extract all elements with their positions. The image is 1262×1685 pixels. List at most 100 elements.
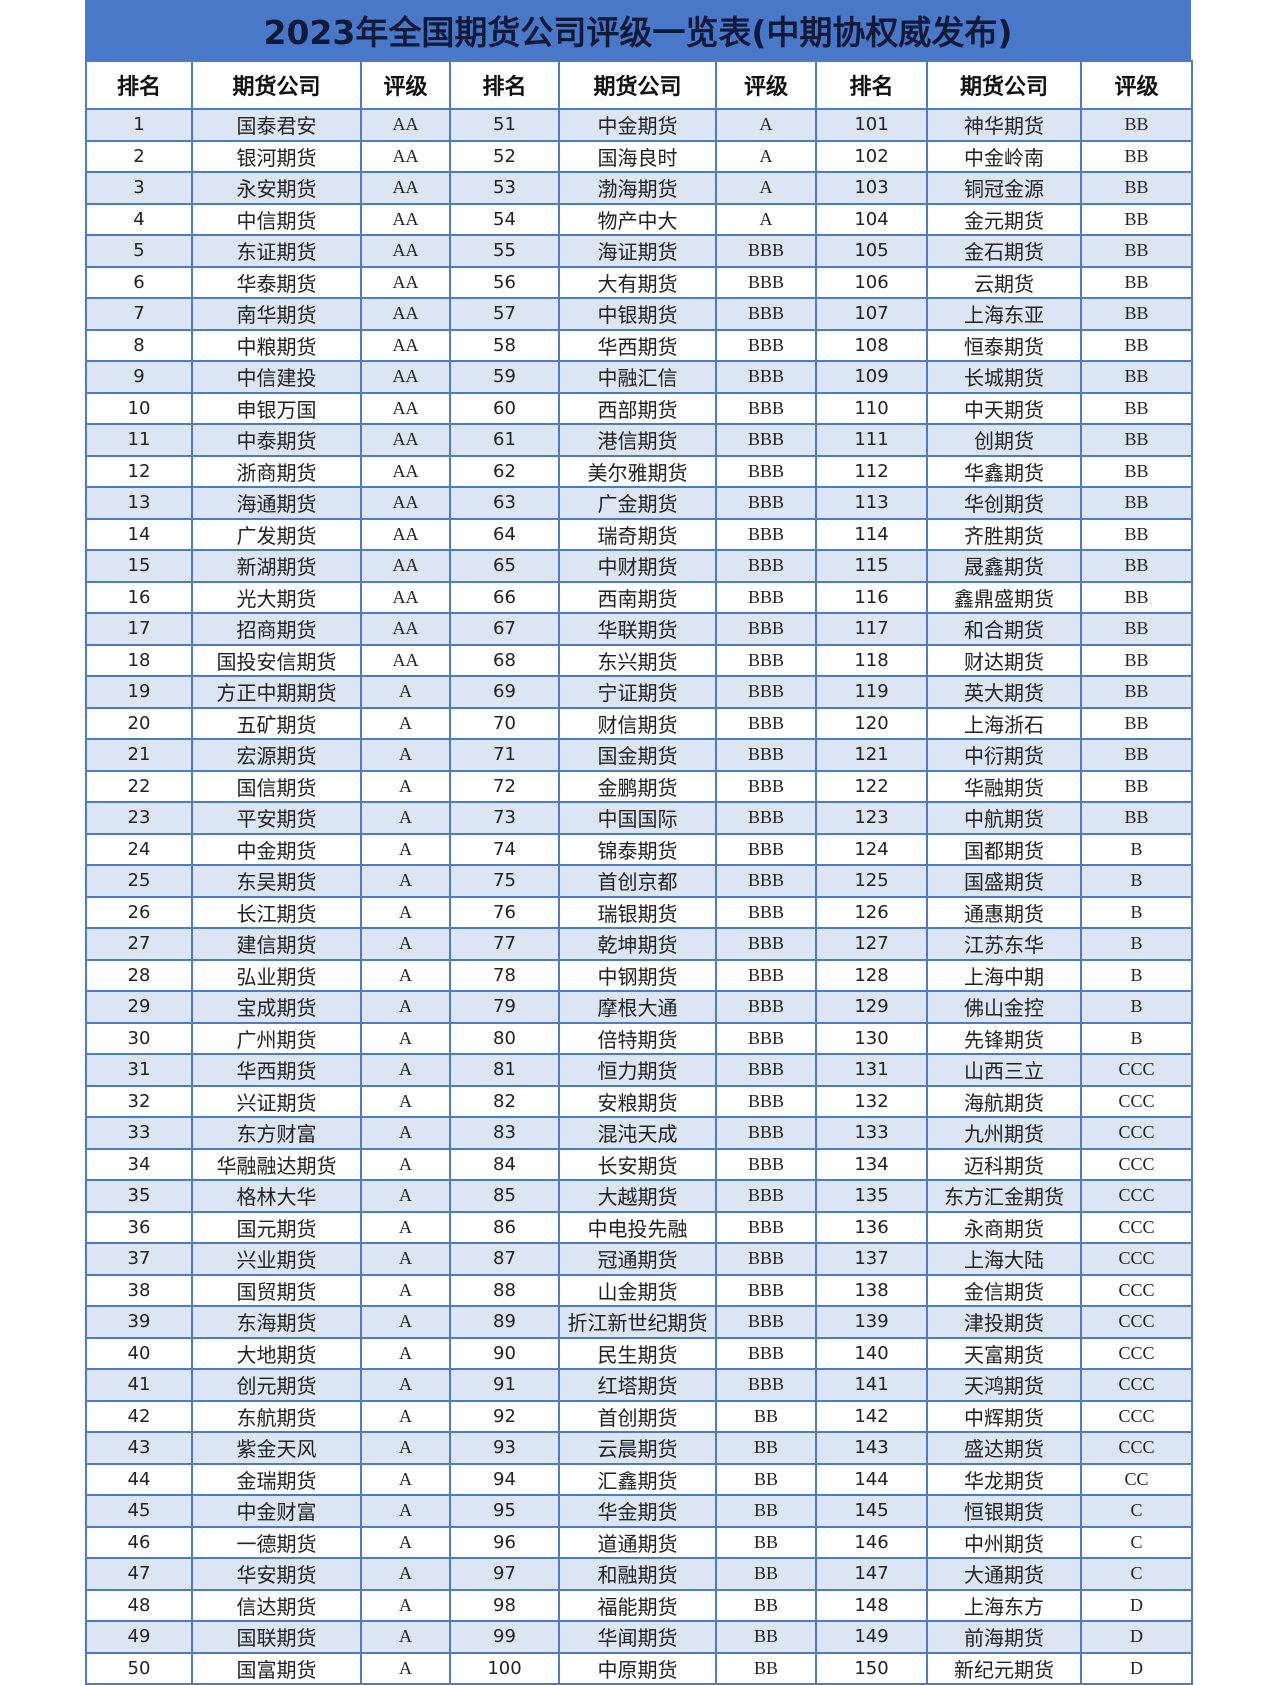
- cell-rating: BBB: [715, 1242, 817, 1276]
- cell-company: 中财期货: [558, 549, 717, 583]
- cell-rating: A: [360, 1084, 451, 1118]
- cell-company: 国泰君安: [191, 108, 362, 142]
- cell-rating: AA: [360, 139, 451, 173]
- cell-company: 金瑞期货: [191, 1462, 362, 1496]
- cell-rating: BB: [715, 1620, 817, 1654]
- cell-company: 大通期货: [926, 1557, 1082, 1591]
- cell-company: 瑞银期货: [558, 895, 717, 929]
- cell-rating: A: [715, 171, 817, 205]
- cell-rating: CCC: [1080, 1336, 1193, 1370]
- cell-rank: 3: [85, 171, 193, 205]
- cell-rating: BB: [1080, 328, 1193, 362]
- cell-company: 永商期货: [926, 1210, 1082, 1244]
- cell-rank: 123: [815, 801, 928, 835]
- cell-rank: 142: [815, 1399, 928, 1433]
- cell-rank: 12: [85, 454, 193, 488]
- cell-company: 中州期货: [926, 1525, 1082, 1559]
- cell-rank: 21: [85, 738, 193, 772]
- cell-company: 折江新世纪期货: [558, 1305, 717, 1339]
- cell-rating: A: [360, 1179, 451, 1213]
- cell-rank: 61: [449, 423, 560, 457]
- cell-rating: AA: [360, 360, 451, 394]
- cell-rating: BBB: [715, 391, 817, 425]
- cell-rank: 108: [815, 328, 928, 362]
- cell-rating: D: [1080, 1620, 1193, 1654]
- cell-rating: BBB: [715, 580, 817, 614]
- cell-rank: 131: [815, 1053, 928, 1087]
- cell-company: 渤海期货: [558, 171, 717, 205]
- cell-company: 瑞奇期货: [558, 517, 717, 551]
- cell-rank: 140: [815, 1336, 928, 1370]
- cell-rating: BBB: [715, 1273, 817, 1307]
- cell-rank: 9: [85, 360, 193, 394]
- cell-rating: BBB: [715, 1336, 817, 1370]
- cell-rating: A: [360, 706, 451, 740]
- cell-rating: BB: [1080, 549, 1193, 583]
- cell-rating: CCC: [1080, 1053, 1193, 1087]
- table-row: 23 平安期货 A 73 中国国际 BBB 123 中航期货 BB: [85, 801, 1193, 835]
- cell-rank: 72: [449, 769, 560, 803]
- cell-rating: CCC: [1080, 1273, 1193, 1307]
- cell-rank: 33: [85, 1116, 193, 1150]
- cell-company: 晟鑫期货: [926, 549, 1082, 583]
- cell-rating: A: [360, 1651, 451, 1685]
- cell-rank: 127: [815, 927, 928, 961]
- cell-company: 华鑫期货: [926, 454, 1082, 488]
- cell-company: 创元期货: [191, 1368, 362, 1402]
- cell-company: 创期货: [926, 423, 1082, 457]
- cell-company: 山金期货: [558, 1273, 717, 1307]
- cell-rating: A: [360, 738, 451, 772]
- cell-rank: 26: [85, 895, 193, 929]
- cell-rank: 109: [815, 360, 928, 394]
- cell-rating: A: [360, 1368, 451, 1402]
- cell-rank: 29: [85, 990, 193, 1024]
- table-row: 8 中粮期货 AA 58 华西期货 BBB 108 恒泰期货 BB: [85, 328, 1193, 362]
- cell-company: 冠通期货: [558, 1242, 717, 1276]
- column-header: 期货公司: [191, 60, 362, 110]
- cell-rating: CCC: [1080, 1179, 1193, 1213]
- cell-rank: 148: [815, 1588, 928, 1622]
- cell-rank: 88: [449, 1273, 560, 1307]
- cell-rating: B: [1080, 990, 1193, 1024]
- cell-rank: 95: [449, 1494, 560, 1528]
- column-header: 排名: [815, 60, 928, 110]
- cell-company: 华安期货: [191, 1557, 362, 1591]
- cell-company: 恒银期货: [926, 1494, 1082, 1528]
- cell-rank: 97: [449, 1557, 560, 1591]
- cell-rating: BBB: [715, 895, 817, 929]
- cell-rank: 51: [449, 108, 560, 142]
- cell-rating: BB: [1080, 234, 1193, 268]
- cell-rating: BBB: [715, 990, 817, 1024]
- cell-company: 汇鑫期货: [558, 1462, 717, 1496]
- cell-company: 永安期货: [191, 171, 362, 205]
- cell-company: 国盛期货: [926, 864, 1082, 898]
- table-row: 2 银河期货 AA 52 国海良时 A 102 中金岭南 BB: [85, 139, 1193, 173]
- cell-rank: 132: [815, 1084, 928, 1118]
- cell-rating: BB: [715, 1431, 817, 1465]
- cell-rank: 45: [85, 1494, 193, 1528]
- cell-company: 东海期货: [191, 1305, 362, 1339]
- cell-rank: 116: [815, 580, 928, 614]
- cell-company: 格林大华: [191, 1179, 362, 1213]
- cell-rating: A: [360, 1557, 451, 1591]
- table-row: 27 建信期货 A 77 乾坤期货 BBB 127 江苏东华 B: [85, 927, 1193, 961]
- cell-rank: 28: [85, 958, 193, 992]
- cell-company: 江苏东华: [926, 927, 1082, 961]
- table-row: 10 申银万国 AA 60 西部期货 BBB 110 中天期货 BB: [85, 391, 1193, 425]
- table-row: 25 东吴期货 A 75 首创京都 BBB 125 国盛期货 B: [85, 864, 1193, 898]
- cell-rating: BBB: [715, 1179, 817, 1213]
- cell-rank: 118: [815, 643, 928, 677]
- cell-rating: AA: [360, 234, 451, 268]
- table-row: 15 新湖期货 AA 65 中财期货 BBB 115 晟鑫期货 BB: [85, 549, 1193, 583]
- cell-rank: 90: [449, 1336, 560, 1370]
- cell-rating: BB: [715, 1651, 817, 1685]
- cell-company: 光大期货: [191, 580, 362, 614]
- cell-rank: 87: [449, 1242, 560, 1276]
- column-header: 期货公司: [926, 60, 1082, 110]
- cell-rank: 126: [815, 895, 928, 929]
- cell-rank: 74: [449, 832, 560, 866]
- cell-rating: BBB: [715, 738, 817, 772]
- table-row: 30 广州期货 A 80 倍特期货 BBB 130 先锋期货 B: [85, 1021, 1193, 1055]
- cell-rank: 19: [85, 675, 193, 709]
- cell-rating: BBB: [715, 675, 817, 709]
